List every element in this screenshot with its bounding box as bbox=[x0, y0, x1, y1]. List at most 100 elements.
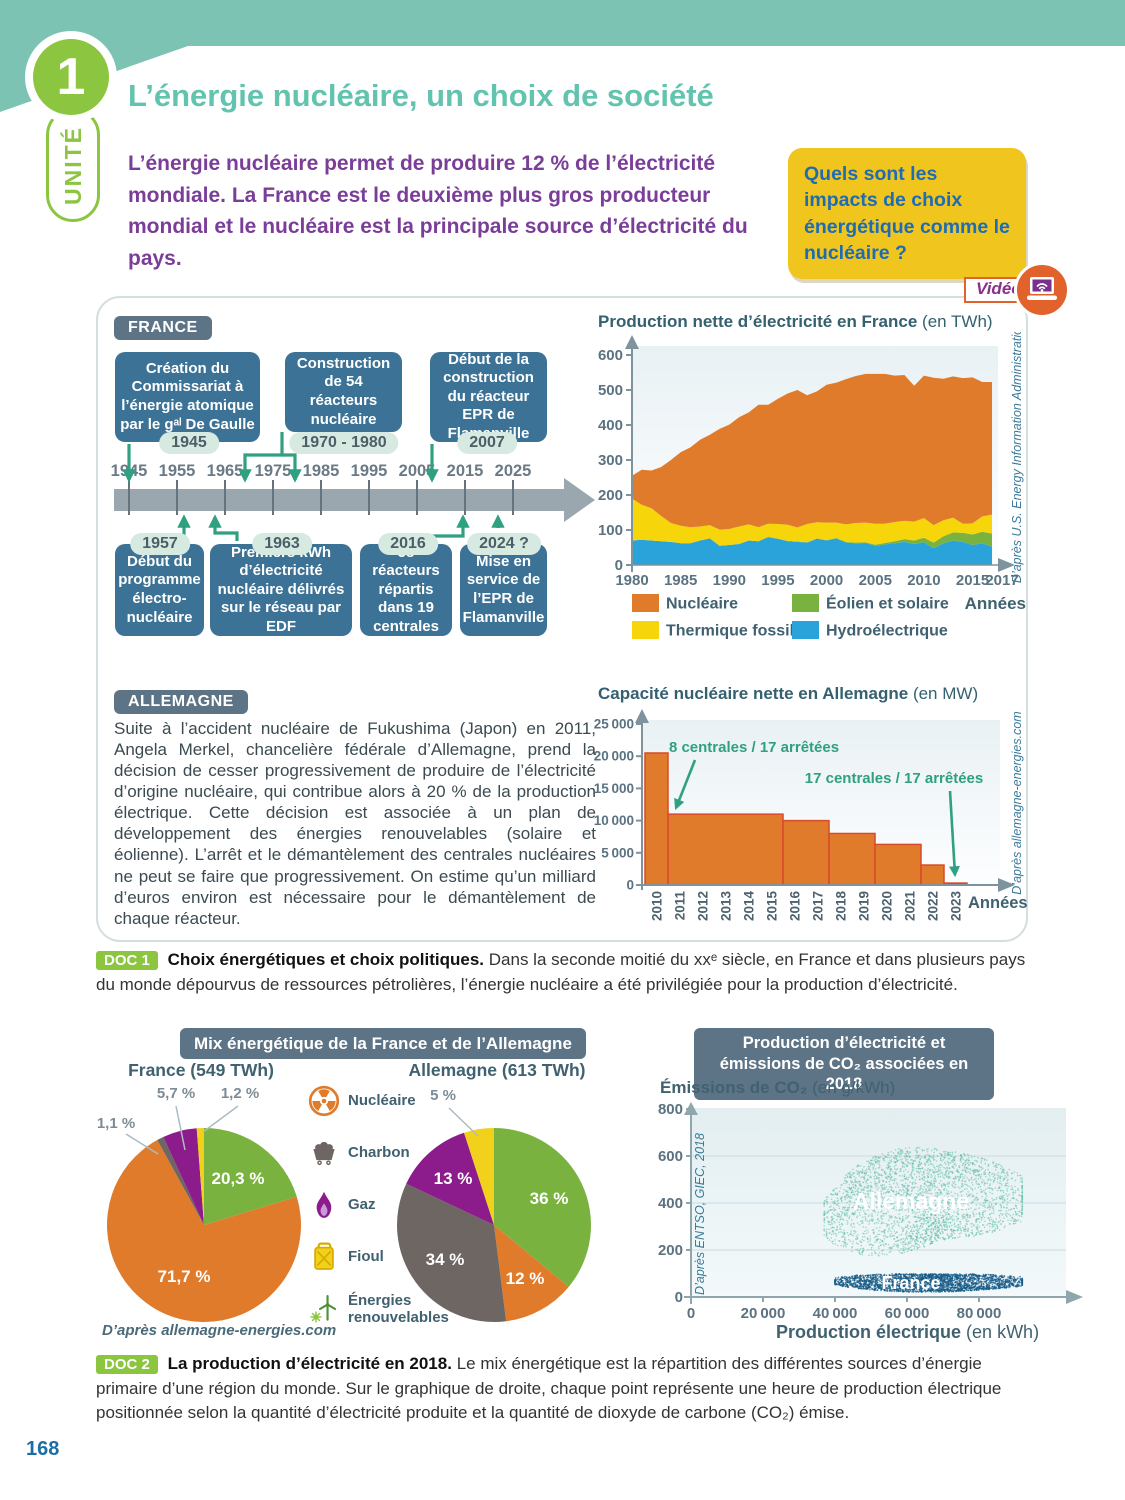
pie-callout-line bbox=[175, 1105, 186, 1151]
timeline-year-badge: 2024 ? bbox=[467, 533, 541, 555]
timeline-event: Premiers kWh d’électricité nucléaire dél… bbox=[210, 544, 352, 636]
svg-text:2017: 2017 bbox=[985, 572, 1018, 589]
pie-slice bbox=[406, 1132, 494, 1225]
pie-callout-line bbox=[125, 1133, 159, 1155]
area-series bbox=[632, 537, 993, 565]
doc1-caption: DOC 1 Choix énergétiques et choix politi… bbox=[96, 948, 1041, 997]
pie-slice bbox=[397, 1183, 507, 1322]
annotation: 8 centrales / 17 arrêtées bbox=[669, 739, 839, 756]
pie-slice bbox=[163, 1128, 204, 1225]
scatter-xlabel: Production électrique (en kWh) bbox=[776, 1322, 1040, 1342]
intro-text: L’énergie nucléaire permet de produire 1… bbox=[128, 152, 748, 270]
cluster-label-france: France bbox=[881, 1273, 940, 1293]
svg-text:200: 200 bbox=[598, 487, 623, 504]
timeline-arrowhead bbox=[564, 478, 595, 522]
bar-x-label: 2013 bbox=[719, 891, 734, 922]
timeline-year-badge: 1970 - 1980 bbox=[289, 432, 399, 454]
area-chart-title: Production nette d’électricité en France… bbox=[598, 312, 993, 331]
video-icon[interactable] bbox=[1014, 262, 1070, 318]
svg-text:25 000: 25 000 bbox=[594, 717, 634, 732]
doc1-badge: DOC 1 bbox=[96, 951, 158, 970]
pie-slice bbox=[107, 1139, 301, 1322]
svg-text:400: 400 bbox=[598, 417, 623, 434]
timeline-year-badge: 2007 bbox=[457, 432, 517, 454]
timeline-arrow bbox=[208, 514, 239, 541]
svg-text:500: 500 bbox=[598, 382, 623, 399]
flame-icon bbox=[316, 1191, 332, 1218]
area-series bbox=[632, 498, 993, 546]
timeline-event: Mise en service de l’EPR de Flamanville bbox=[460, 544, 547, 636]
chart-source: D’après allemagne-energies.com bbox=[1010, 711, 1024, 894]
bar-x-label: 2016 bbox=[788, 891, 803, 922]
pie-value-label: 71,7 % bbox=[158, 1267, 211, 1286]
timeline-axis-year: 1985 bbox=[303, 462, 340, 480]
doc2-caption: DOC 2 La production d’électricité en 201… bbox=[96, 1352, 1041, 1426]
bar-x-label: 2012 bbox=[696, 891, 711, 921]
pie-slice bbox=[196, 1128, 204, 1225]
unit-label: UNITÉ bbox=[59, 125, 86, 205]
pie-title-allemagne: Allemagne (613 TWh) bbox=[408, 1060, 586, 1080]
legend-item-nucleaire: Nucléaire bbox=[308, 1084, 448, 1118]
pie-callout-label: 1,2 % bbox=[221, 1085, 259, 1102]
timeline-year-badge: 2016 bbox=[378, 533, 438, 555]
cluster-label-allemagne: Allemagne bbox=[853, 1188, 969, 1214]
svg-text:300: 300 bbox=[598, 452, 623, 469]
legend-swatch bbox=[792, 594, 819, 612]
legend-label: Hydroélectrique bbox=[826, 623, 948, 640]
timeline-axis-year: 2015 bbox=[447, 462, 484, 480]
radiation-icon bbox=[308, 1085, 340, 1117]
allemagne-text: Suite à l’accident nucléaire de Fukushim… bbox=[114, 719, 596, 928]
timeline-event: Construction de 54 réacteurs nucléaire bbox=[285, 352, 402, 432]
doc1-caption-text: Dans la seconde moitié du xxᵉ siècle, en… bbox=[96, 950, 1026, 994]
scatter-title: Production d’électricité et émissions de… bbox=[694, 1028, 994, 1100]
unit-number: 1 bbox=[33, 39, 109, 115]
svg-text:2015: 2015 bbox=[956, 572, 989, 589]
bar-x-label: 2017 bbox=[811, 891, 826, 921]
pie-slice bbox=[494, 1225, 569, 1322]
legend-item-fioul: Fioul bbox=[308, 1240, 448, 1274]
timeline-year-badge: 1957 bbox=[130, 533, 190, 555]
pie-callout-label: 5 % bbox=[430, 1087, 456, 1104]
timeline-axis-year: 2005 bbox=[399, 462, 436, 480]
svg-text:1990: 1990 bbox=[713, 572, 746, 589]
doc2-caption-lead: La production d’électricité en 2018. bbox=[167, 1354, 452, 1373]
legend-swatch bbox=[792, 621, 819, 639]
pie-chart-allemagne: 36 % 12 % 34 % 13 % 5 % bbox=[397, 1087, 591, 1322]
timeline-axis-year: 1965 bbox=[207, 462, 244, 480]
legend-label: Nucléaire bbox=[666, 596, 738, 613]
laptop-wifi-icon bbox=[1027, 277, 1057, 300]
timeline-year-badge: 1945 bbox=[159, 432, 219, 454]
pie-value-label: 12 % bbox=[506, 1269, 545, 1288]
bar-x-label: 2010 bbox=[650, 891, 665, 921]
timeline-axis-year: 1995 bbox=[351, 462, 388, 480]
mix-panel: Mix énergétique de la France et de l’All… bbox=[96, 1022, 658, 1344]
renewable-icon bbox=[310, 1295, 337, 1323]
timeline-event: Début de la construction du réacteur EPR… bbox=[430, 351, 547, 442]
timeline-arrow bbox=[428, 514, 470, 538]
question-box: Quels sont les impacts de choix énergéti… bbox=[788, 148, 1026, 280]
timeline-arrow bbox=[282, 453, 302, 483]
scatter-ylabel: Émissions de CO₂ (en g/kWh) bbox=[660, 1078, 896, 1097]
svg-text:2010: 2010 bbox=[907, 572, 940, 589]
svg-text:2000: 2000 bbox=[810, 572, 843, 589]
page-title: L’énergie nucléaire, un choix de société bbox=[128, 78, 714, 113]
pie-slice bbox=[157, 1136, 204, 1225]
unit-badge: 1 bbox=[25, 31, 117, 123]
france-label: FRANCE bbox=[114, 316, 212, 340]
svg-text:1995: 1995 bbox=[761, 572, 794, 589]
legend-swatch bbox=[632, 621, 659, 639]
pie-chart-france: 20,3 % 71,7 % 1,1 % 5,7 % 1,2 % bbox=[97, 1085, 301, 1322]
doc2-caption-text: Le mix énergétique est la répartition de… bbox=[96, 1354, 1002, 1423]
svg-text:20 000: 20 000 bbox=[594, 749, 634, 764]
bar-x-label: 2021 bbox=[903, 891, 918, 922]
bar-x-label: 2022 bbox=[926, 891, 941, 921]
bar bbox=[828, 832, 876, 886]
legend-label: Éolien et solaire bbox=[826, 594, 949, 613]
area-chart: 0 100 200 300 400 500 600 1980 1985 1990 1995 2000 2… bbox=[598, 332, 1026, 640]
allemagne-label: ALLEMAGNE bbox=[114, 690, 248, 714]
pie-value-label: 13 % bbox=[434, 1169, 473, 1188]
pie-value-label: 36 % bbox=[530, 1189, 569, 1208]
area-series bbox=[632, 373, 993, 530]
x-axis-label: Années bbox=[968, 894, 1028, 912]
